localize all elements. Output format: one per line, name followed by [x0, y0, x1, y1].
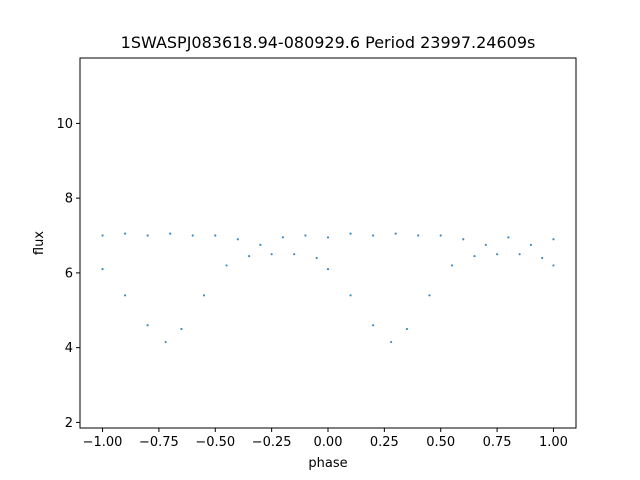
data-point: [428, 294, 431, 297]
y-tick-label: 2: [65, 416, 73, 431]
data-point: [315, 256, 318, 260]
data-point: [123, 294, 127, 297]
y-tick-label: 10: [56, 117, 73, 132]
data-point: [146, 324, 149, 327]
data-point: [552, 264, 555, 267]
data-point: [180, 327, 183, 331]
data-point: [495, 253, 499, 256]
data-point: [405, 327, 409, 331]
y-tick-label: 4: [65, 341, 73, 356]
data-point: [123, 232, 127, 235]
data-point: [214, 234, 217, 237]
data-point: [101, 234, 104, 237]
x-tick-label: 0.50: [426, 435, 455, 450]
data-point: [146, 234, 149, 237]
data-point: [202, 294, 206, 297]
data-point: [473, 254, 476, 258]
x-tick-label: −0.25: [252, 435, 292, 450]
x-tick-label: 1.00: [539, 435, 568, 450]
data-point: [281, 236, 285, 239]
data-point: [349, 294, 352, 297]
chart-title: 1SWASPJ083618.94-080929.6 Period 23997.2…: [121, 33, 536, 52]
data-point: [450, 264, 454, 267]
data-point: [390, 340, 393, 344]
data-point: [552, 238, 555, 241]
y-tick-label: 8: [65, 192, 73, 207]
data-point: [394, 232, 397, 235]
x-tick-label: −0.75: [139, 435, 179, 450]
data-point: [326, 268, 330, 271]
data-point: [191, 234, 194, 237]
data-point: [236, 238, 239, 241]
data-point: [507, 236, 510, 239]
data-point: [270, 253, 273, 256]
x-axis-label: phase: [308, 456, 347, 471]
data-point: [101, 268, 104, 271]
x-tick-label: −0.50: [195, 435, 235, 450]
data-points: [101, 232, 555, 344]
x-tick-label: 0.25: [370, 435, 399, 450]
data-point: [247, 254, 251, 258]
data-point: [439, 234, 442, 237]
data-point: [484, 243, 487, 246]
x-tick-label: 0.75: [483, 435, 512, 450]
data-point: [371, 234, 375, 237]
x-tick-label: 0.00: [314, 435, 343, 450]
data-point: [371, 324, 375, 327]
data-point: [259, 243, 262, 246]
y-axis-label: flux: [32, 231, 47, 255]
data-point: [349, 232, 352, 235]
data-point: [164, 340, 167, 344]
data-point: [541, 256, 544, 260]
data-point: [169, 232, 172, 235]
data-point: [417, 234, 420, 237]
data-point: [518, 253, 521, 256]
data-point: [462, 238, 465, 241]
data-point: [326, 236, 330, 239]
x-axis-ticks: −1.00 −0.75 −0.50 −0.25 0.00 0.25 0.50 0.75 1.00: [83, 428, 568, 450]
data-point: [225, 264, 228, 267]
data-point: [529, 243, 533, 246]
data-point: [304, 234, 307, 237]
y-tick-label: 6: [65, 266, 73, 281]
data-point: [293, 253, 296, 256]
x-tick-label: −1.00: [83, 435, 123, 450]
y-axis-ticks: 2 4 6 8 10: [56, 117, 80, 431]
